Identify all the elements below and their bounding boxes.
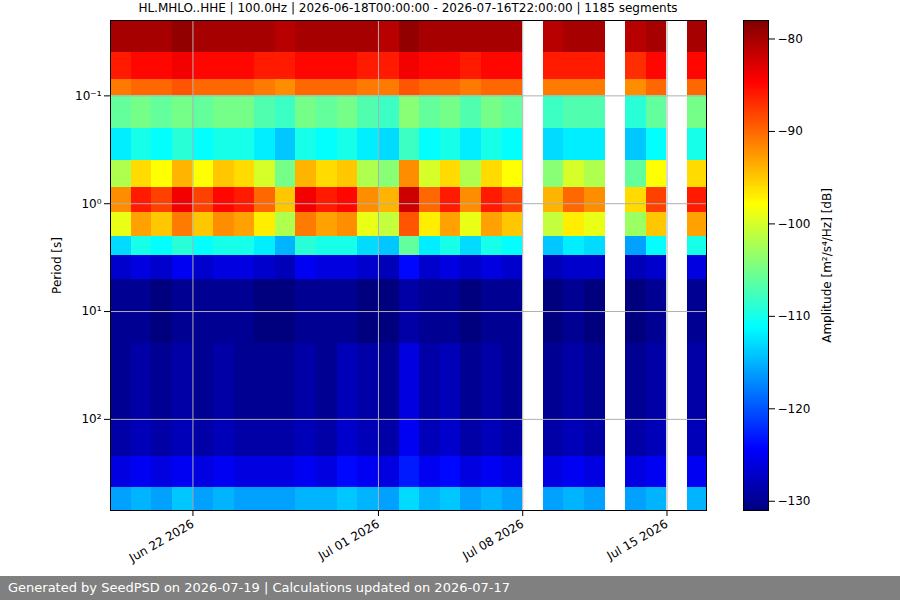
- svg-text:−120: −120: [778, 402, 811, 416]
- svg-text:−90: −90: [778, 124, 803, 138]
- svg-text:Jun 22 2026: Jun 22 2026: [126, 517, 196, 566]
- svg-text:Amplitude [m²/s⁴/Hz] [dB]: Amplitude [m²/s⁴/Hz] [dB]: [820, 188, 834, 343]
- svg-text:10⁻¹: 10⁻¹: [75, 89, 102, 103]
- svg-text:10¹: 10¹: [81, 304, 101, 318]
- svg-text:Jul 01 2026: Jul 01 2026: [315, 517, 382, 564]
- svg-text:−80: −80: [778, 32, 803, 46]
- svg-text:Jul 15 2026: Jul 15 2026: [604, 517, 671, 564]
- svg-text:10⁰: 10⁰: [81, 197, 101, 211]
- html-text:HL.MHLO..HHE | 100.0Hz | 2026-: HL.MHLO..HHE | 100.0Hz | 2026-06-18T00:0…: [138, 1, 678, 15]
- svg-text:Period [s]: Period [s]: [50, 237, 64, 294]
- html-text:Generated by SeedPSD on 2026-0: Generated by SeedPSD on 2026-07-19 | Cal…: [8, 580, 510, 595]
- svg-text:Jul 08 2026: Jul 08 2026: [459, 517, 526, 564]
- svg-text:−100: −100: [778, 217, 811, 231]
- svg-text:−110: −110: [778, 309, 811, 323]
- svg-text:10²: 10²: [81, 412, 101, 426]
- svg-text:−130: −130: [778, 494, 811, 508]
